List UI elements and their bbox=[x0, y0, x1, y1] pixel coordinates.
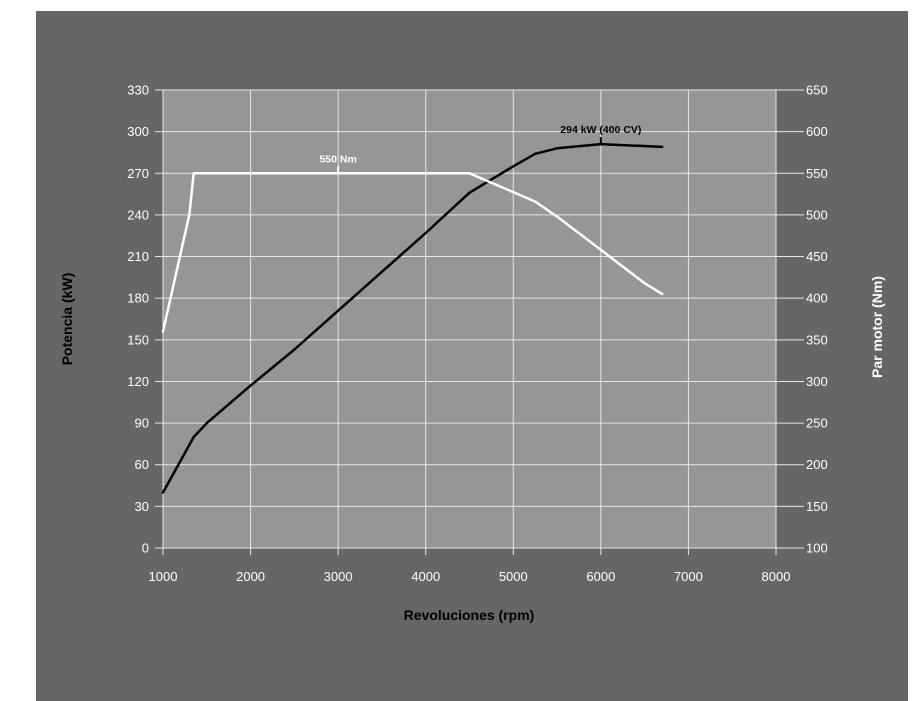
y-right-tick-label: 350 bbox=[806, 332, 828, 347]
power-curve bbox=[161, 142, 664, 494]
y-right-tick-label: 500 bbox=[806, 207, 828, 222]
x-tick-label: 7000 bbox=[674, 569, 703, 584]
y-right-tick-label: 650 bbox=[806, 83, 828, 98]
y-left-tick-label: 30 bbox=[135, 499, 149, 514]
y-right-tick-label: 450 bbox=[806, 249, 828, 264]
y-right-tick-label: 600 bbox=[806, 124, 828, 139]
y-left-tick-label: 0 bbox=[142, 541, 149, 556]
plot-area bbox=[163, 90, 776, 548]
y-right-tick-label: 550 bbox=[806, 166, 828, 181]
x-tick-label: 6000 bbox=[586, 569, 615, 584]
y-right-tick-label: 300 bbox=[806, 374, 828, 389]
y-left-tick-label: 150 bbox=[127, 332, 149, 347]
x-tick-label: 3000 bbox=[324, 569, 353, 584]
x-tick-label: 1000 bbox=[149, 569, 178, 584]
y-left-tick-label: 180 bbox=[127, 291, 149, 306]
y-left-tick-label: 300 bbox=[127, 124, 149, 139]
torque-curve bbox=[161, 172, 664, 333]
y-left-tick-label: 60 bbox=[135, 457, 149, 472]
x-tick-label: 8000 bbox=[762, 569, 791, 584]
y-left-tick-label: 210 bbox=[127, 249, 149, 264]
y-right-tick-label: 150 bbox=[806, 499, 828, 514]
y-right-tick-label: 100 bbox=[806, 541, 828, 556]
y-left-tick-label: 90 bbox=[135, 416, 149, 431]
y-right-tick-label: 400 bbox=[806, 291, 828, 306]
y-left-tick-label: 120 bbox=[127, 374, 149, 389]
x-axis-title: Revoluciones (rpm) bbox=[404, 607, 535, 623]
x-tick-label: 2000 bbox=[236, 569, 265, 584]
y-axis-left-title: Potencia (kW) bbox=[59, 273, 75, 366]
y-left-tick-label: 240 bbox=[127, 207, 149, 222]
x-tick-label: 4000 bbox=[411, 569, 440, 584]
y-left-tick-label: 330 bbox=[127, 83, 149, 98]
y-axis-right-title: Par motor (Nm) bbox=[869, 276, 885, 378]
y-right-tick-label: 250 bbox=[806, 416, 828, 431]
x-tick-label: 5000 bbox=[499, 569, 528, 584]
y-right-tick-label: 200 bbox=[806, 457, 828, 472]
torque-peak-label: 550 Nm bbox=[319, 153, 356, 165]
y-left-tick-label: 270 bbox=[127, 166, 149, 181]
power-peak-label: 294 kW (400 CV) bbox=[560, 124, 641, 136]
